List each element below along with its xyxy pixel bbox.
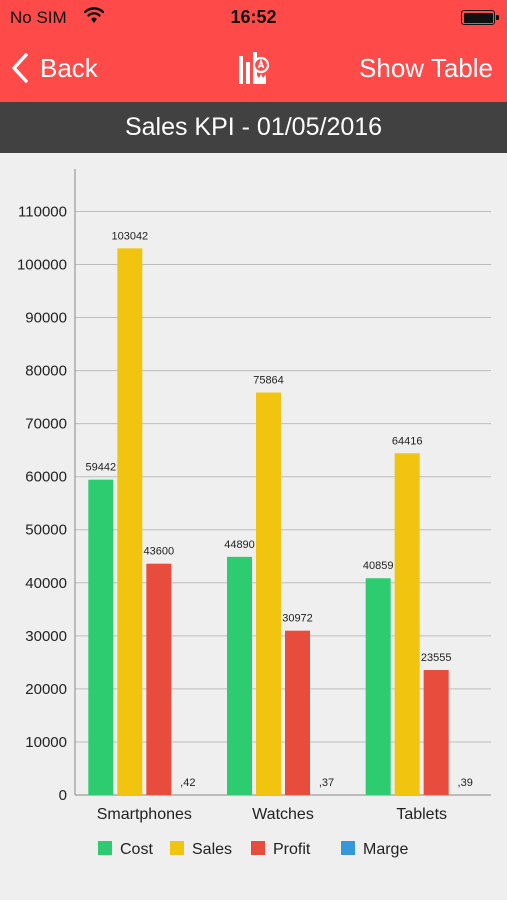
bar-chart: 0 10000 20000 30000 40000 50000 60000 70000 8000… (17, 169, 491, 858)
bar[interactable] (285, 630, 310, 795)
legend-label: Cost (120, 841, 153, 858)
y-tick-label: 60000 (25, 469, 67, 486)
y-tick-label: 70000 (25, 416, 67, 433)
x-tick-label: Tablets (396, 806, 447, 823)
y-tick-label: 100000 (17, 256, 67, 273)
y-tick-label: 110000 (18, 203, 67, 220)
data-label: ,37 (319, 777, 334, 789)
data-label: ,39 (458, 777, 473, 789)
data-label: 103042 (111, 230, 148, 242)
bar[interactable] (256, 392, 281, 795)
legend-label: Marge (363, 841, 408, 858)
carrier-label: No SIM (10, 8, 67, 27)
y-tick-label: 50000 (25, 522, 67, 539)
bar[interactable] (117, 248, 143, 795)
chevron-left-icon (12, 53, 28, 83)
clock: 16:52 (230, 7, 277, 27)
bar[interactable] (394, 453, 420, 795)
y-tick-label: 20000 (25, 681, 67, 698)
y-tick-label: 30000 (25, 628, 67, 645)
data-label: 40859 (363, 560, 394, 572)
legend-swatch (98, 841, 112, 855)
legend-swatch (251, 841, 265, 855)
back-button[interactable]: Back (12, 50, 98, 86)
page-title: Sales KPI - 01/05/2016 (0, 102, 507, 153)
legend-label: Profit (273, 841, 311, 858)
chart-area: 0 10000 20000 30000 40000 50000 60000 70000 8000… (0, 153, 507, 900)
data-label: 30972 (282, 613, 313, 625)
data-label: 64416 (392, 435, 423, 447)
legend-swatch (341, 841, 355, 855)
data-label: 59442 (86, 462, 117, 474)
y-tick-label: 0 (59, 787, 67, 804)
y-tick-label: 40000 (25, 575, 67, 592)
bar[interactable] (365, 578, 391, 795)
x-tick-label: Smartphones (97, 806, 192, 823)
y-tick-label: 10000 (25, 734, 67, 751)
legend-label: Sales (192, 841, 232, 858)
bar[interactable] (227, 556, 252, 795)
status-bar: No SIM 16:52 (0, 0, 507, 34)
bar[interactable] (423, 670, 449, 795)
x-tick-label: Watches (252, 806, 314, 823)
battery-icon (461, 10, 499, 25)
wifi-icon (84, 7, 104, 23)
y-tick-label: 90000 (25, 310, 67, 327)
bar[interactable] (88, 479, 114, 795)
data-label: 44890 (224, 539, 255, 551)
y-tick-label: 80000 (25, 363, 67, 380)
back-label: Back (40, 52, 98, 83)
data-label: ,42 (180, 777, 195, 789)
data-label: 23555 (421, 652, 452, 664)
nav-bar: Back Show Table (0, 34, 507, 102)
show-table-button[interactable]: Show Table (359, 53, 493, 83)
chart-report-icon[interactable] (237, 50, 271, 86)
legend-swatch (170, 841, 184, 855)
bar[interactable] (146, 563, 172, 795)
data-label: 43600 (144, 546, 175, 558)
data-label: 75864 (253, 375, 284, 387)
